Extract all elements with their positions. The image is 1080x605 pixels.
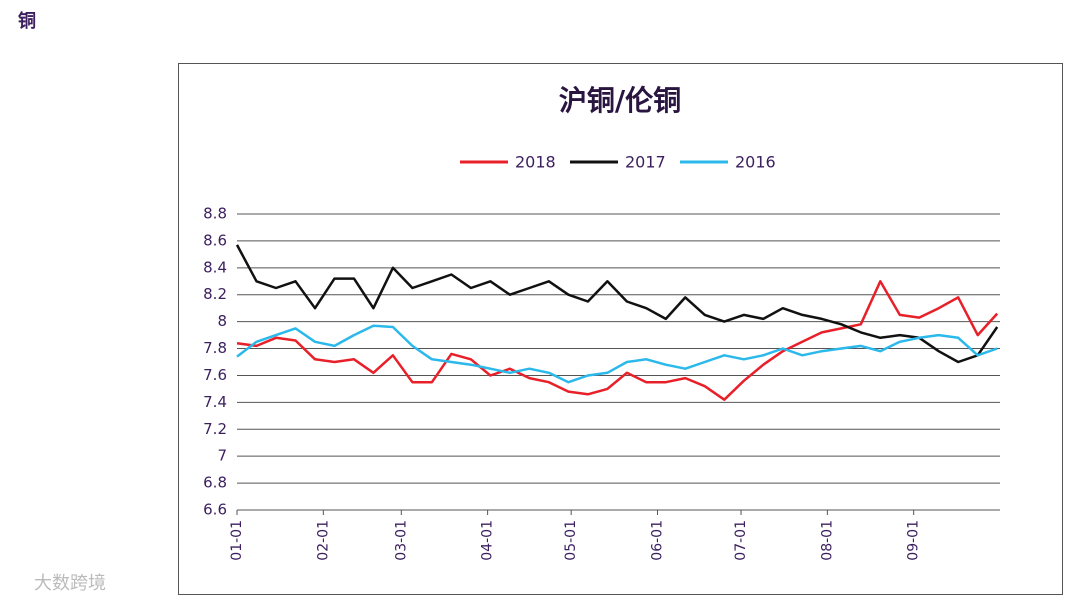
legend-label: 2016 — [735, 153, 776, 172]
legend-label: 2017 — [625, 153, 666, 172]
x-tick-label: 01-01 — [229, 520, 245, 561]
y-tick-label: 8.6 — [203, 231, 227, 249]
y-tick-label: 8 — [217, 312, 227, 330]
y-tick-label: 7.6 — [203, 366, 227, 384]
legend-label: 2018 — [515, 153, 556, 172]
y-tick-label: 8.4 — [203, 258, 227, 276]
y-tick-label: 6.8 — [203, 474, 227, 492]
series-line — [236, 280, 999, 401]
x-tick-label: 07-01 — [733, 520, 749, 561]
y-tick-label: 6.6 — [203, 501, 227, 519]
y-tick-label: 7.4 — [203, 393, 227, 411]
y-tick-label: 7 — [217, 447, 227, 465]
series-line — [235, 244, 999, 364]
y-tick-label: 8.8 — [203, 205, 227, 223]
chart-frame — [178, 63, 1063, 595]
y-tick-label: 8.2 — [203, 285, 227, 303]
x-tick-label: 08-01 — [819, 520, 835, 561]
x-tick-label: 03-01 — [393, 520, 409, 561]
page-title: 铜 — [18, 10, 36, 32]
y-tick-label: 7.2 — [203, 420, 227, 438]
y-tick-label: 7.8 — [203, 339, 227, 357]
x-tick-label: 02-01 — [315, 520, 331, 561]
x-tick-label: 05-01 — [563, 520, 579, 561]
x-tick-label: 06-01 — [649, 520, 665, 561]
watermark: 大数跨境 — [34, 573, 106, 594]
x-tick-label: 09-01 — [906, 520, 922, 561]
series-line — [236, 324, 998, 384]
chart-title: 沪铜/伦铜 — [559, 84, 681, 117]
x-tick-label: 04-01 — [480, 520, 496, 561]
